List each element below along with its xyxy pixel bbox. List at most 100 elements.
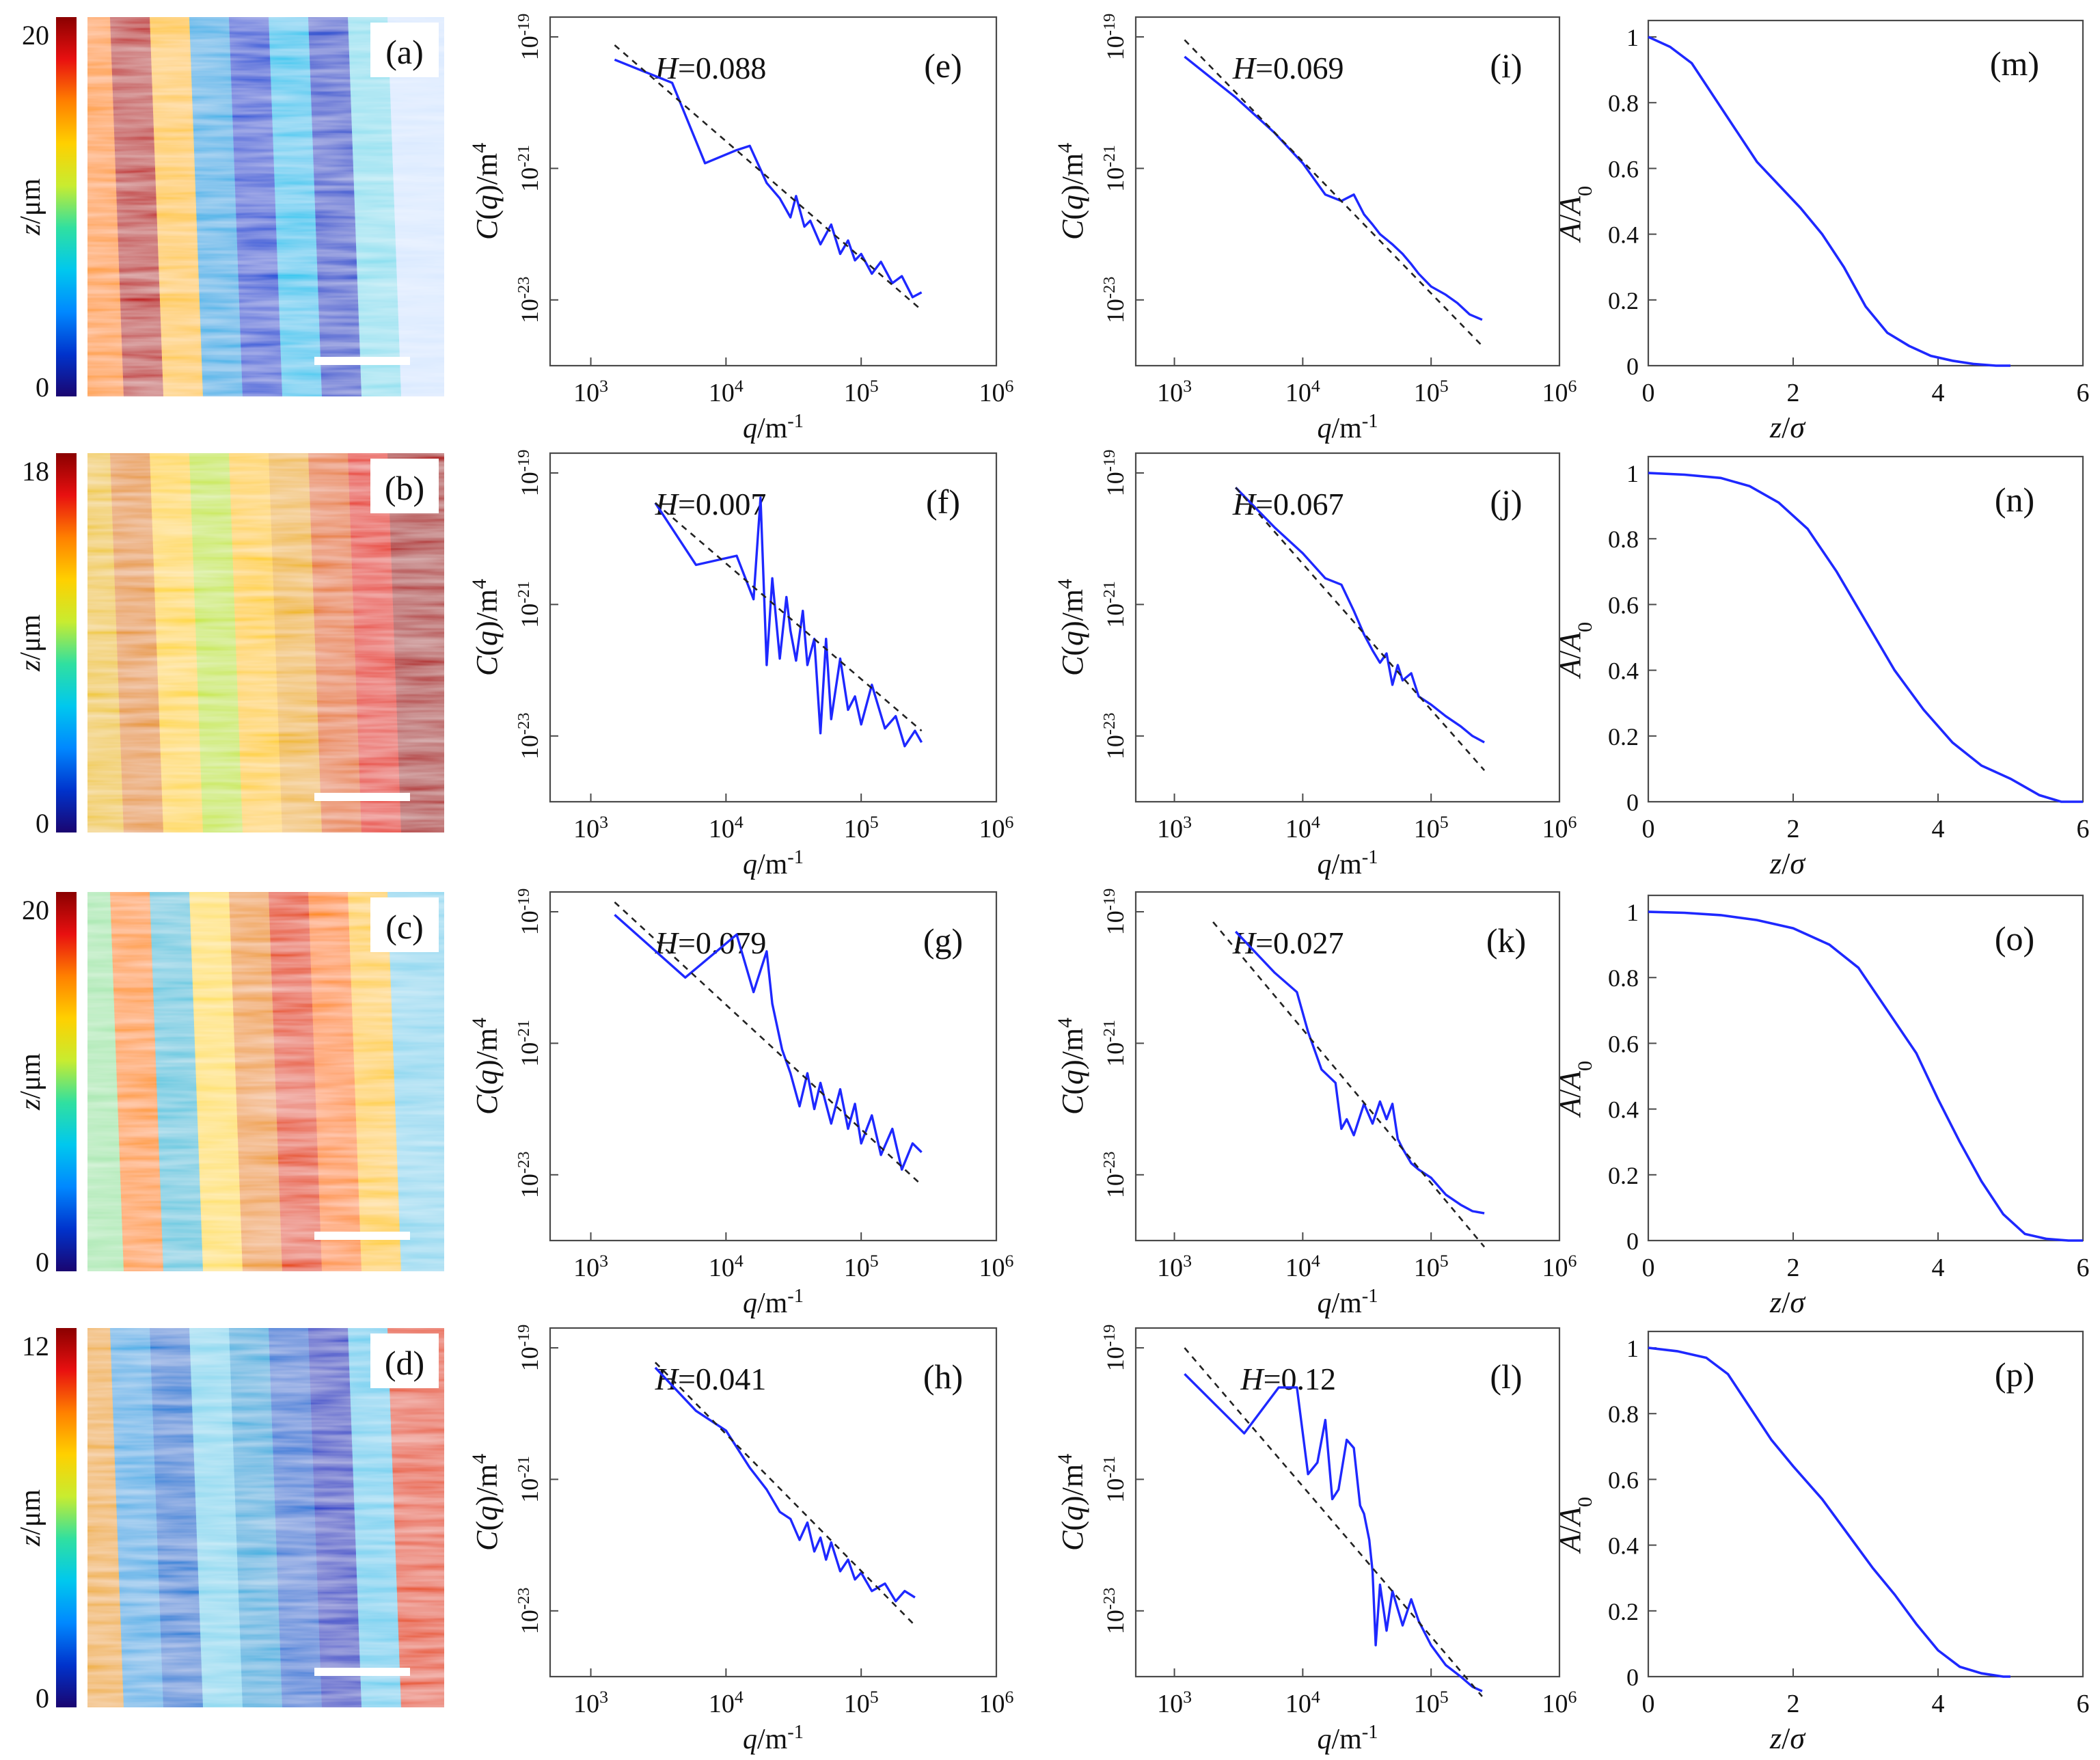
plot-frame [1134, 1327, 1561, 1678]
psd-line [1234, 930, 1485, 1215]
y-tick-label: 0.8 [1608, 90, 1639, 117]
y-tick-label: 10-23 [1100, 1151, 1130, 1198]
y-tick-label: 0.8 [1608, 964, 1639, 992]
hurst-annotation: H=0.067 [1232, 487, 1344, 522]
x-axis-label: q/m-1 [1317, 847, 1378, 881]
x-tick-label: 6 [2077, 1254, 2090, 1282]
x-tick-label: 103 [1157, 376, 1192, 408]
y-tick-label: 10-21 [515, 145, 544, 192]
x-tick-label: 103 [1157, 812, 1192, 844]
plot-frame [549, 891, 998, 1242]
x-tick-label: 104 [1285, 1251, 1320, 1283]
y-tick-label: 0.8 [1608, 526, 1639, 553]
scale-bar [314, 1668, 410, 1676]
x-tick-label: 104 [709, 1687, 744, 1719]
x-axis-label: q/m-1 [1317, 1286, 1378, 1320]
x-tick-label: 106 [979, 376, 1014, 408]
y-axis-label: C(q)/m4 [1054, 579, 1090, 676]
panel-m: 0 2 4 6 0 0.2 0.4 0.6 0.8 1 z/σ A/A0 (m) [1553, 19, 2090, 444]
x-tick-label: 105 [1414, 812, 1449, 844]
y-axis-label: A/A0 [1553, 1061, 1596, 1118]
colorbar-axis-label: z/μm [15, 178, 46, 236]
panels-layer: 200z/μm(a)180z/μm(b)200z/μm(c)120z/μm(d)… [15, 14, 2090, 1755]
panel-letter-box [370, 897, 439, 952]
x-tick-label: 4 [1932, 1254, 1945, 1282]
x-tick-label: 103 [1157, 1687, 1192, 1719]
plot-frame [1647, 455, 2084, 803]
x-tick-label: 106 [979, 812, 1014, 844]
panel-letter-box [370, 1333, 439, 1388]
scale-bar [314, 1232, 410, 1240]
plot-frame [1647, 1330, 2084, 1678]
plot-frame [1647, 894, 2084, 1242]
x-tick-label: 105 [844, 1687, 879, 1719]
x-tick-label: 105 [844, 1251, 879, 1283]
x-tick-label: 2 [1787, 815, 1800, 843]
y-tick-label: 0 [1626, 789, 1639, 816]
height-map [87, 1328, 444, 1707]
scale-bar [314, 357, 410, 365]
y-tick-label: 0.2 [1608, 287, 1639, 314]
fit-line [1184, 39, 1483, 347]
x-axis-label: q/m-1 [1317, 411, 1378, 445]
psd-line [614, 58, 923, 299]
colorbar [56, 892, 77, 1271]
panel-f: 103 104 105 106 10-19 10-21 10-23 q/m-1 C(q)/m4 H… [468, 450, 1014, 880]
fit-line [655, 502, 923, 732]
x-tick-label: 106 [1542, 1687, 1577, 1719]
panel-letter: (n) [1995, 480, 2034, 519]
contact-area-curve [1648, 472, 2083, 803]
y-tick-label: 10-23 [1100, 712, 1130, 759]
psd-line [614, 914, 923, 1171]
hurst-annotation: H=0.007 [655, 487, 767, 522]
psd-line [654, 1366, 916, 1603]
y-tick-label: 0.4 [1608, 221, 1639, 249]
y-axis-label: C(q)/m4 [468, 143, 504, 240]
panel-letter: (b) [385, 469, 424, 507]
fit-line [614, 901, 923, 1186]
panel-b: 18 0 z/μm (b) [15, 453, 444, 839]
x-tick-label: 0 [1642, 379, 1655, 407]
x-axis-label: q/m-1 [743, 847, 804, 881]
panel-letter: (f) [926, 483, 960, 521]
x-tick-label: 105 [844, 376, 879, 408]
y-tick-label: 10-19 [1100, 1325, 1130, 1372]
y-axis-label: C(q)/m4 [468, 1454, 504, 1551]
panel-letter: (k) [1486, 921, 1526, 960]
y-tick-label: 0.8 [1608, 1400, 1639, 1428]
colorbar-axis-label: z/μm [15, 614, 46, 673]
y-tick-label: 10-21 [515, 1456, 544, 1503]
contact-area-curve [1648, 1346, 2010, 1678]
y-axis-label: A/A0 [1553, 186, 1596, 243]
y-tick-label: 10-21 [515, 1020, 544, 1067]
fit-line [1235, 487, 1486, 771]
plot-frame [549, 16, 998, 367]
x-axis-label: z/σ [1769, 411, 1806, 444]
y-tick-label: 10-23 [515, 1587, 544, 1634]
psd-line [1184, 55, 1483, 321]
colorbar [56, 453, 77, 832]
colorbar-max-label: 18 [22, 456, 49, 487]
y-tick-label: 1 [1626, 24, 1639, 51]
panel-c: 20 0 z/μm (c) [15, 892, 444, 1277]
psd-line [654, 496, 923, 748]
contact-area-curve [1648, 910, 2083, 1242]
panel-letter: (h) [923, 1357, 963, 1396]
plot-frame [549, 452, 998, 803]
y-tick-label: 10-19 [515, 450, 544, 497]
x-tick-label: 0 [1642, 815, 1655, 843]
x-tick-label: 103 [573, 812, 608, 844]
plot-frame [549, 1327, 998, 1678]
y-tick-label: 10-23 [515, 276, 544, 323]
x-tick-label: 104 [1285, 1687, 1320, 1719]
colorbar-min-label: 0 [36, 372, 49, 403]
panel-letter: (a) [385, 33, 424, 71]
hurst-annotation: H=0.088 [655, 51, 767, 85]
colorbar-min-label: 0 [36, 1683, 49, 1714]
panel-d: 12 0 z/μm (d) [15, 1328, 444, 1714]
x-tick-label: 6 [2077, 815, 2090, 843]
fit-line [1184, 1347, 1483, 1697]
height-stripe [387, 892, 444, 1271]
y-tick-label: 0.2 [1608, 723, 1639, 750]
height-map [87, 17, 444, 396]
